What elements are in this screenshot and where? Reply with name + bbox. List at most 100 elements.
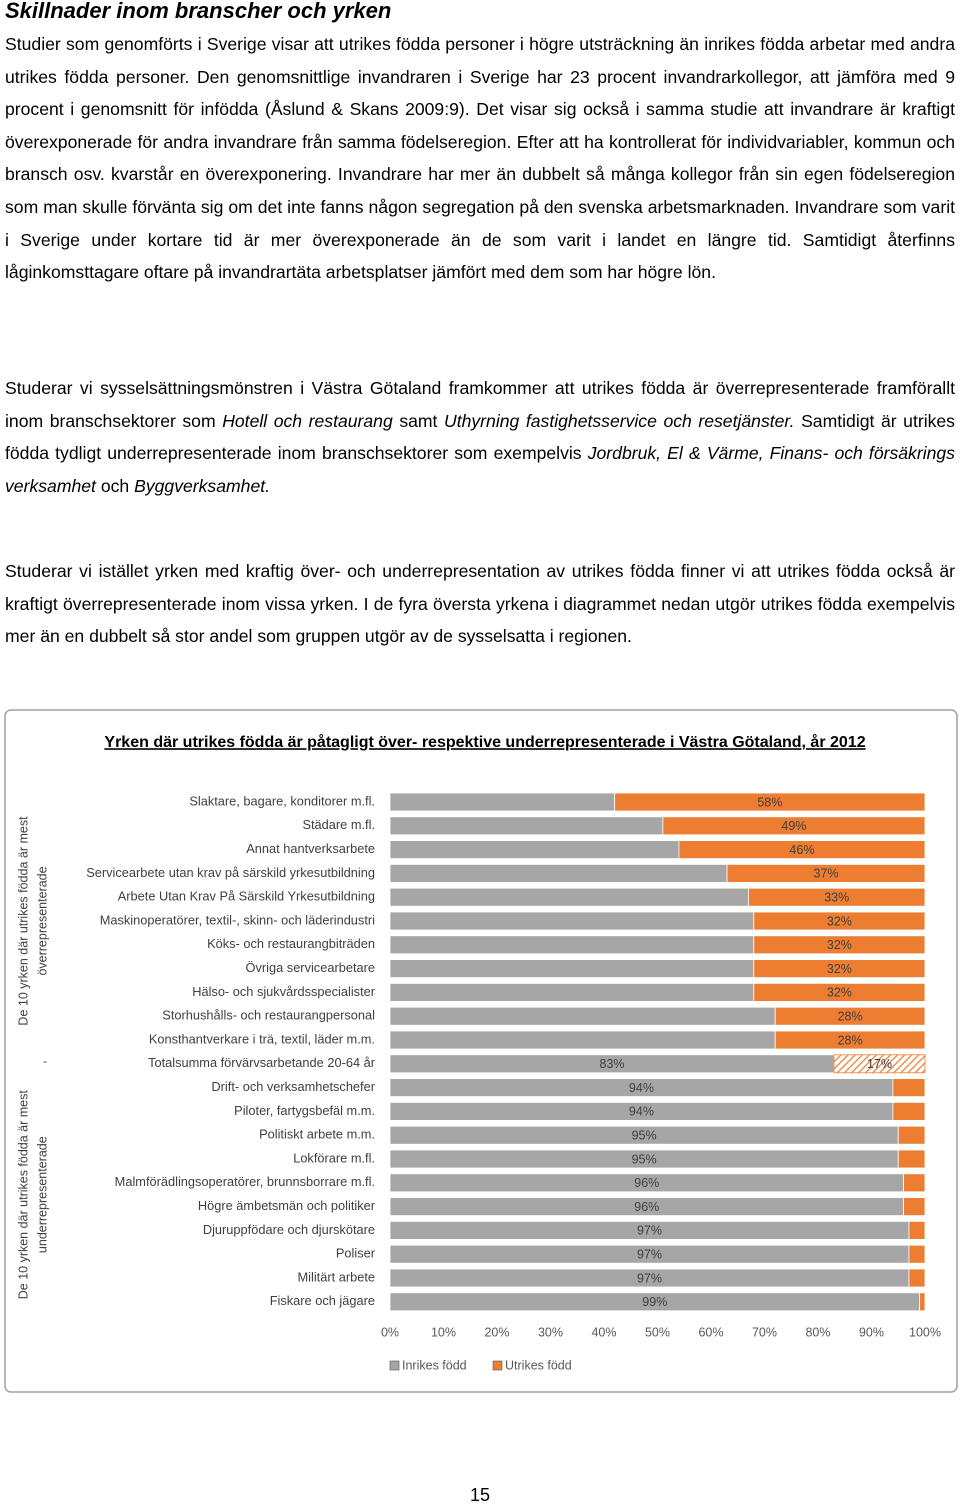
legend-swatch — [389, 1360, 400, 1371]
value-label: 28% — [838, 1009, 863, 1023]
row-marker: - — [43, 1054, 47, 1068]
category-label: Övriga servicearbetare — [246, 960, 375, 975]
bar-segment — [897, 1125, 926, 1145]
x-tick-label: 30% — [538, 1325, 563, 1339]
category-label: Servicearbete utan krav på särskild yrke… — [86, 865, 375, 880]
value-label: 83% — [600, 1057, 625, 1071]
value-label: 32% — [827, 914, 852, 928]
value-label: 32% — [827, 938, 852, 952]
group-label: De 10 yrken där utrikes födda är mest — [16, 816, 30, 1026]
value-label: 97% — [637, 1271, 662, 1285]
category-label: Maskinoperatörer, textil-, skinn- och lä… — [100, 912, 375, 927]
bar-segment — [389, 935, 755, 955]
bar-segment — [903, 1173, 926, 1193]
bar-segment — [389, 887, 749, 907]
value-label: 32% — [827, 962, 852, 976]
bar-segment — [892, 1078, 926, 1098]
value-label: 49% — [781, 819, 806, 833]
value-label: 33% — [824, 890, 849, 904]
bar-segment — [897, 1149, 926, 1169]
category-label: Malmförädlingsoperatörer, brunnsborrare … — [115, 1174, 375, 1189]
value-label: 95% — [632, 1128, 657, 1142]
category-label: Storhushålls- och restaurangpersonal — [162, 1008, 375, 1023]
text-run: Studier som genomförts i Sverige visar a… — [5, 34, 955, 283]
legend-label: Utrikes född — [505, 1358, 572, 1372]
category-label: Politiskt arbete m.m. — [259, 1127, 375, 1142]
group-label: överrepresenterade — [35, 866, 49, 975]
category-label: Städare m.fl. — [302, 817, 375, 832]
category-label: Lokförare m.fl. — [293, 1150, 375, 1165]
value-label: 17% — [867, 1057, 892, 1071]
category-label: Poliser — [336, 1246, 376, 1261]
category-label: Arbete Utan Krav På Särskild Yrkesutbild… — [118, 889, 375, 904]
page-number: 15 — [469, 1485, 491, 1505]
bar-segment — [908, 1268, 926, 1288]
value-label: 96% — [634, 1176, 659, 1190]
x-tick-label: 90% — [859, 1325, 884, 1339]
x-tick-label: 40% — [591, 1325, 616, 1339]
value-label: 94% — [629, 1105, 654, 1119]
bar-segment — [389, 1006, 776, 1026]
value-label: 37% — [814, 867, 839, 881]
category-label: Fiskare och jägare — [270, 1293, 375, 1308]
value-label: 95% — [632, 1152, 657, 1166]
category-label: Annat hantverksarbete — [246, 841, 375, 856]
x-tick-label: 10% — [431, 1325, 456, 1339]
bar-segment — [726, 863, 926, 883]
italic-text: Jordbruk, El & Värme, Finans- och försäk… — [5, 443, 955, 496]
category-label: Slaktare, bagare, konditorer m.fl. — [189, 793, 375, 808]
bar-segment — [662, 816, 926, 836]
bar-segment — [389, 792, 616, 812]
bar-segment — [908, 1221, 926, 1240]
value-label: 94% — [629, 1081, 654, 1095]
legend-swatch — [492, 1360, 503, 1371]
bar-segment — [833, 1054, 926, 1074]
category-label: Köks- och restaurangbiträden — [207, 936, 375, 951]
text-run: samt — [392, 410, 444, 431]
bar-segment — [753, 959, 926, 979]
bar-segment — [389, 982, 755, 1002]
bar-segment — [892, 1101, 926, 1121]
bar-segment — [774, 1030, 926, 1050]
category-label: Konsthantverkare i trä, textil, läder m.… — [149, 1031, 375, 1046]
legend-label: Inrikes född — [402, 1358, 467, 1372]
bar-segment — [389, 911, 755, 931]
bar-segment — [753, 911, 926, 931]
bar-segment — [919, 1292, 926, 1312]
category-label: Militärt arbete — [297, 1269, 375, 1284]
category-label: Djuruppfödare och djurskötare — [203, 1222, 375, 1237]
category-label: Högre ämbetsmän och politiker — [198, 1198, 376, 1213]
bar-segment — [748, 887, 926, 907]
x-tick-label: 20% — [484, 1325, 509, 1339]
bar-segment — [753, 935, 926, 955]
group-label: De 10 yrken där utrikes födda är mest — [16, 1090, 30, 1300]
x-tick-label: 50% — [645, 1325, 670, 1339]
x-tick-label: 80% — [805, 1325, 830, 1339]
value-label: 32% — [827, 986, 852, 1000]
bar-segment — [389, 816, 664, 836]
chart: Yrken där utrikes födda är påtagligt öve… — [4, 709, 958, 1393]
bar-segment — [753, 982, 926, 1002]
x-tick-label: 0% — [381, 1325, 399, 1339]
value-label: 58% — [757, 795, 782, 809]
category-label: Totalsumma förvärvsarbetande 20-64 år — [148, 1055, 376, 1070]
bar-segment — [389, 863, 728, 883]
bar-segment — [903, 1197, 926, 1217]
text-run: Studerar vi sysselsättningsmönstren i Vä… — [5, 378, 955, 431]
category-label: Piloter, fartygsbefäl m.m. — [234, 1103, 375, 1118]
italic-text: Uthyrning fastighetsservice och resetjän… — [444, 410, 795, 431]
paragraph: Studier som genomförts i Sverige visar a… — [5, 28, 955, 289]
category-label: Drift- och verksamhetschefer — [211, 1079, 375, 1094]
chart-frame — [4, 709, 958, 1393]
italic-text: Byggverksamhet. — [134, 475, 271, 496]
bar-segment — [774, 1006, 926, 1026]
text-run: Samtidigt är utrikes födda tydligt under… — [5, 410, 955, 464]
italic-text: Hotell och restaurang — [222, 410, 393, 431]
value-label: 97% — [637, 1247, 662, 1261]
text-run: Studerar vi istället yrken med kraftig ö… — [5, 561, 955, 647]
x-tick-label: 60% — [698, 1325, 723, 1339]
bar-segment — [389, 840, 680, 860]
chart-title: Yrken där utrikes födda är påtagligt öve… — [104, 733, 865, 751]
bar-segment — [389, 959, 755, 979]
